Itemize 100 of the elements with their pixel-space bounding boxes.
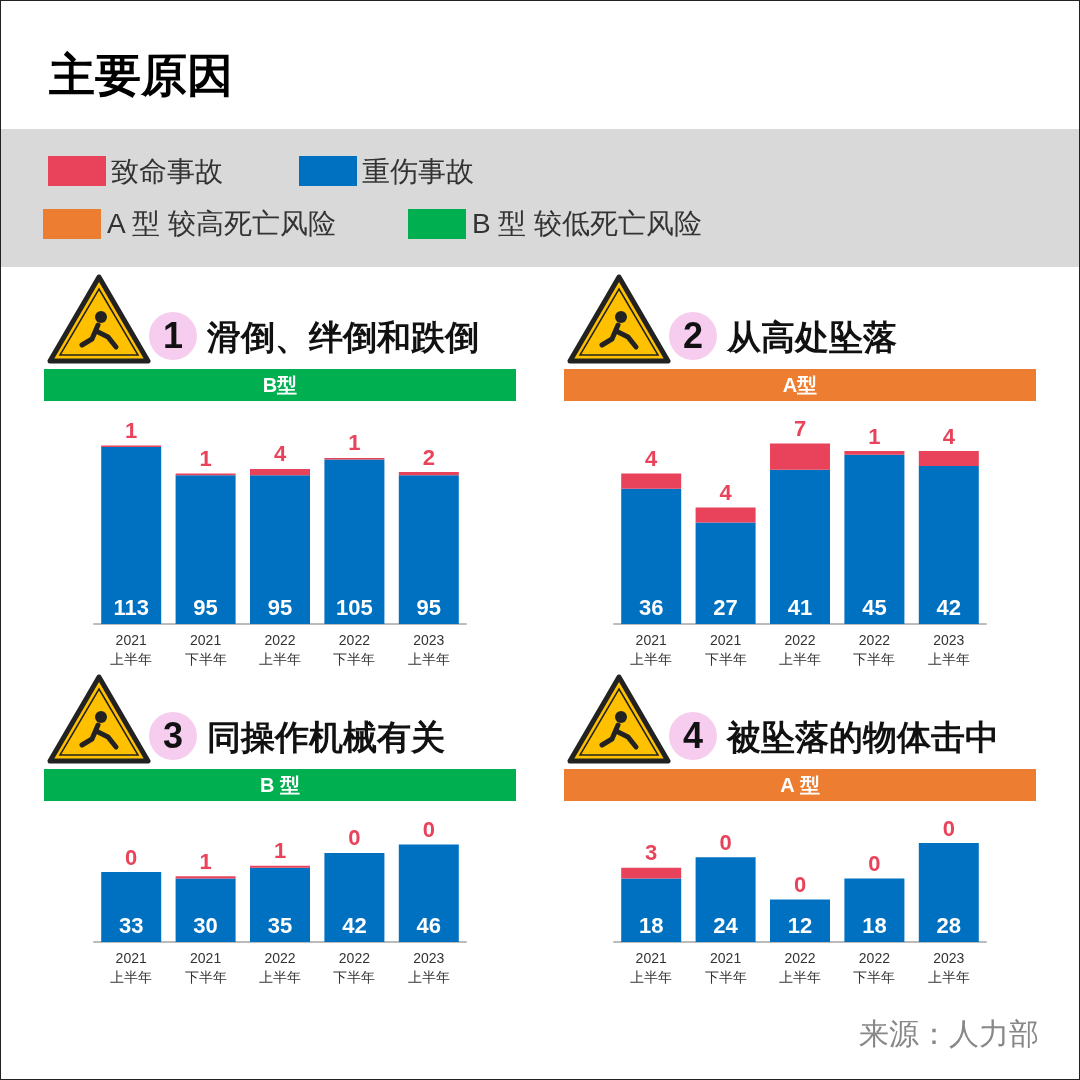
data-label: 113 xyxy=(113,594,149,620)
legend-label: 致命事故 xyxy=(111,155,223,187)
x-tick-label: 2021 下半年 xyxy=(704,631,747,667)
data-label: 33 xyxy=(118,912,144,938)
bar xyxy=(695,522,756,624)
data-label: 1 xyxy=(273,838,287,864)
data-label: 18 xyxy=(862,912,887,938)
data-label: 0 xyxy=(422,816,435,842)
data-label: 18 xyxy=(638,912,664,938)
x-tick-label: 2022 下半年 xyxy=(853,949,896,985)
data-label: 35 xyxy=(267,912,293,938)
bar xyxy=(621,488,682,624)
category-label: B 型 较低死亡风险 xyxy=(472,207,703,241)
chart-subtitle: A型 xyxy=(564,369,1036,401)
data-label: 12 xyxy=(787,912,813,938)
data-label: 95 xyxy=(416,594,442,620)
data-label: 36 xyxy=(638,594,664,620)
bar xyxy=(398,475,459,624)
data-label: 42 xyxy=(936,594,962,620)
x-tick-label: 2023 上半年 xyxy=(407,631,450,667)
data-label: 27 xyxy=(713,594,738,620)
x-tick-label: 2021 下半年 xyxy=(184,949,227,985)
source-note: 来源：人力部 xyxy=(859,1016,1039,1052)
bar xyxy=(621,867,682,879)
data-label: 0 xyxy=(348,825,361,851)
chart-subtitle: B 型 xyxy=(44,769,516,801)
data-label: 105 xyxy=(336,594,373,620)
number-badge: 3 xyxy=(149,712,197,760)
data-label: 46 xyxy=(416,912,442,938)
bar xyxy=(324,459,385,624)
bar xyxy=(175,475,236,624)
data-label: 0 xyxy=(793,872,807,898)
bar xyxy=(844,451,905,455)
data-label: 0 xyxy=(719,829,732,855)
x-tick-label: 2022 上半年 xyxy=(259,631,301,667)
data-label: 1 xyxy=(868,423,881,449)
category-label: A 型 较高死亡风险 xyxy=(107,207,336,241)
data-label: 4 xyxy=(942,423,956,449)
x-tick-label: 2023 上半年 xyxy=(927,949,970,985)
data-label: 0 xyxy=(125,844,138,870)
x-tick-label: 2021 上半年 xyxy=(110,631,153,667)
chart-title: 同操作机械有关 xyxy=(207,717,445,758)
data-label: 3 xyxy=(645,840,658,866)
x-tick-label: 2021 上半年 xyxy=(110,949,153,985)
bar xyxy=(844,878,905,942)
bar xyxy=(695,507,756,523)
bar xyxy=(250,867,310,942)
chart-title: 滑倒、绊倒和跌倒 xyxy=(207,317,479,358)
bar xyxy=(324,852,385,942)
bar xyxy=(918,451,979,467)
chart-title: 从高处坠落 xyxy=(727,317,897,358)
bar xyxy=(175,876,236,879)
bar xyxy=(770,469,830,624)
bar xyxy=(695,857,756,942)
data-label: 42 xyxy=(342,912,367,938)
bar xyxy=(101,446,162,624)
x-tick-label: 2023 上半年 xyxy=(407,949,450,985)
number-badge: 1 xyxy=(149,312,197,360)
data-label: 7 xyxy=(793,416,807,442)
bar xyxy=(918,466,979,624)
data-label: 41 xyxy=(787,594,813,620)
number-badge: 2 xyxy=(669,312,717,360)
x-tick-label: 2021 上半年 xyxy=(630,949,673,985)
data-label: 24 xyxy=(713,912,739,938)
data-label: 2 xyxy=(422,444,435,470)
x-tick-label: 2021 下半年 xyxy=(184,631,227,667)
legend-label: 重伤事故 xyxy=(362,155,474,187)
data-label: 45 xyxy=(862,594,887,620)
x-tick-label: 2022 下半年 xyxy=(333,949,376,985)
bar xyxy=(398,472,459,476)
chart-subtitle: B型 xyxy=(44,369,516,401)
data-label: 1 xyxy=(125,417,138,443)
data-label: 28 xyxy=(936,912,962,938)
bar xyxy=(770,899,830,942)
data-label: 0 xyxy=(868,850,881,876)
x-tick-label: 2022 上半年 xyxy=(779,949,821,985)
bar xyxy=(101,872,162,942)
data-label: 1 xyxy=(199,848,212,874)
data-label: 95 xyxy=(193,594,218,620)
chart-subtitle: A 型 xyxy=(564,769,1036,801)
x-tick-label: 2023 上半年 xyxy=(927,631,970,667)
bar xyxy=(621,878,682,942)
x-tick-label: 2022 下半年 xyxy=(853,631,896,667)
x-tick-label: 2022 上半年 xyxy=(259,949,301,985)
data-label: 4 xyxy=(719,479,733,505)
data-label: 4 xyxy=(273,441,287,467)
data-label: 1 xyxy=(199,446,212,472)
x-tick-label: 2022 下半年 xyxy=(333,631,376,667)
x-tick-label: 2021 下半年 xyxy=(704,949,747,985)
text: 主要原因 xyxy=(49,48,233,103)
bar xyxy=(250,865,310,868)
bar xyxy=(250,468,310,476)
chart-title: 被坠落的物体击中 xyxy=(727,717,999,758)
data-label: 1 xyxy=(348,430,361,456)
data-label: 4 xyxy=(645,446,659,472)
bar xyxy=(398,844,459,942)
bar xyxy=(250,475,310,624)
x-tick-label: 2021 上半年 xyxy=(630,631,673,667)
bar xyxy=(770,443,830,470)
bar xyxy=(844,454,905,624)
